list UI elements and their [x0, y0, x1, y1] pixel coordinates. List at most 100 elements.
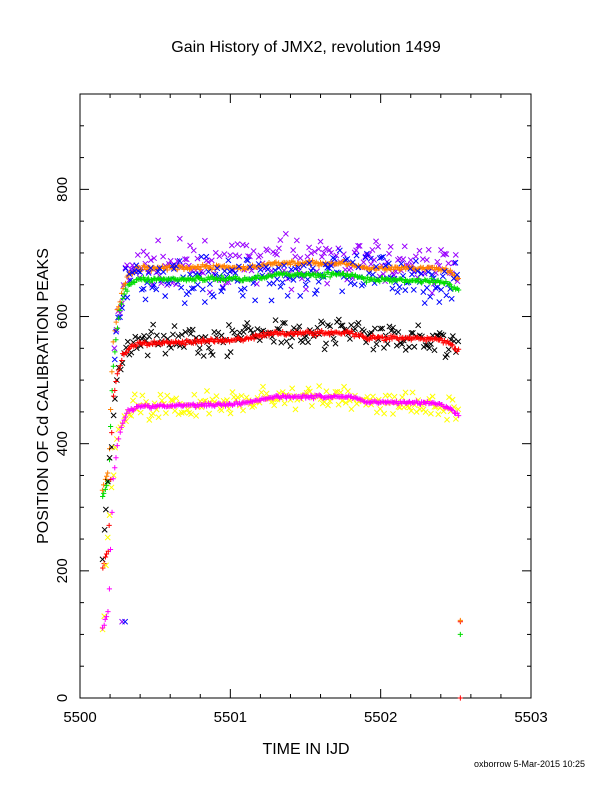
data-point — [198, 253, 205, 260]
data-point — [248, 267, 255, 274]
data-point — [323, 388, 330, 395]
data-point — [446, 281, 452, 287]
data-point — [232, 252, 239, 259]
data-point — [397, 267, 403, 273]
data-point — [452, 259, 459, 266]
data-point — [310, 396, 317, 402]
data-point — [116, 436, 122, 442]
data-point — [145, 275, 151, 281]
data-point — [140, 263, 146, 269]
data-point — [429, 289, 436, 296]
data-point — [363, 279, 370, 285]
data-point — [402, 389, 409, 396]
data-point — [456, 346, 462, 352]
data-point — [113, 378, 119, 385]
data-point — [436, 279, 443, 286]
data-point — [130, 397, 136, 404]
data-point — [175, 339, 182, 345]
data-point — [242, 324, 249, 331]
data-point — [292, 253, 299, 260]
data-point — [159, 277, 165, 283]
data-point — [388, 275, 394, 281]
data-point — [266, 333, 272, 339]
data-point — [255, 272, 261, 278]
data-point — [204, 262, 210, 269]
chart-title: Gain History of JMX2, revolution 1499 — [171, 39, 441, 56]
data-point — [212, 266, 218, 273]
data-point — [112, 387, 118, 394]
data-point — [124, 338, 131, 345]
y-tick-label: 200 — [54, 558, 71, 583]
data-point — [290, 247, 297, 254]
data-point — [313, 287, 320, 294]
data-point — [106, 522, 112, 529]
data-point — [102, 616, 108, 622]
data-point — [201, 237, 208, 244]
data-point — [194, 281, 201, 288]
data-point — [240, 278, 246, 284]
data-point — [445, 260, 452, 267]
data-point — [251, 336, 257, 342]
data-point — [327, 332, 333, 338]
data-point — [325, 402, 331, 409]
data-point — [253, 280, 260, 287]
data-point — [318, 253, 325, 260]
data-point — [131, 391, 138, 398]
data-point — [326, 329, 332, 336]
data-point — [337, 389, 344, 396]
data-point — [100, 565, 106, 571]
data-point — [349, 259, 356, 266]
data-marks — [99, 230, 463, 701]
data-point — [326, 247, 333, 253]
data-point — [250, 248, 257, 255]
data-point — [281, 267, 287, 274]
data-point — [101, 622, 107, 628]
data-point — [168, 344, 174, 351]
data-point — [202, 397, 209, 404]
data-point — [369, 271, 376, 278]
data-point — [162, 293, 169, 300]
x-tick-label: 5502 — [364, 709, 397, 726]
data-point — [104, 482, 110, 489]
y-tick-label: 600 — [54, 304, 71, 329]
data-point — [221, 251, 228, 258]
data-point — [386, 250, 393, 257]
data-point — [181, 300, 188, 307]
data-point — [192, 278, 198, 284]
data-point — [375, 243, 381, 250]
data-point — [188, 339, 194, 345]
data-point — [373, 341, 380, 348]
data-point — [283, 338, 290, 345]
data-point — [235, 263, 242, 270]
data-point — [370, 346, 377, 353]
data-point — [182, 329, 189, 335]
data-point — [151, 255, 158, 262]
data-point — [114, 325, 121, 331]
data-point — [173, 403, 179, 409]
data-point — [112, 349, 118, 355]
data-point — [353, 252, 360, 259]
data-point — [173, 262, 179, 269]
data-point — [260, 330, 266, 336]
data-point — [386, 278, 393, 284]
data-point — [431, 347, 438, 354]
data-point — [138, 286, 145, 293]
data-point — [238, 337, 244, 343]
data-point — [109, 509, 115, 515]
data-point — [443, 351, 450, 358]
data-point — [239, 292, 246, 299]
data-point — [270, 331, 276, 337]
data-point — [232, 270, 239, 276]
data-point — [116, 367, 122, 373]
data-point — [220, 336, 226, 342]
y-tick-label: 400 — [54, 431, 71, 456]
data-point — [151, 338, 157, 344]
data-point — [103, 562, 109, 569]
data-point — [457, 631, 463, 638]
data-point — [443, 251, 450, 258]
data-point — [247, 327, 254, 333]
data-point — [167, 257, 174, 264]
data-point — [402, 287, 409, 294]
data-point — [206, 410, 213, 417]
data-point — [171, 323, 178, 329]
